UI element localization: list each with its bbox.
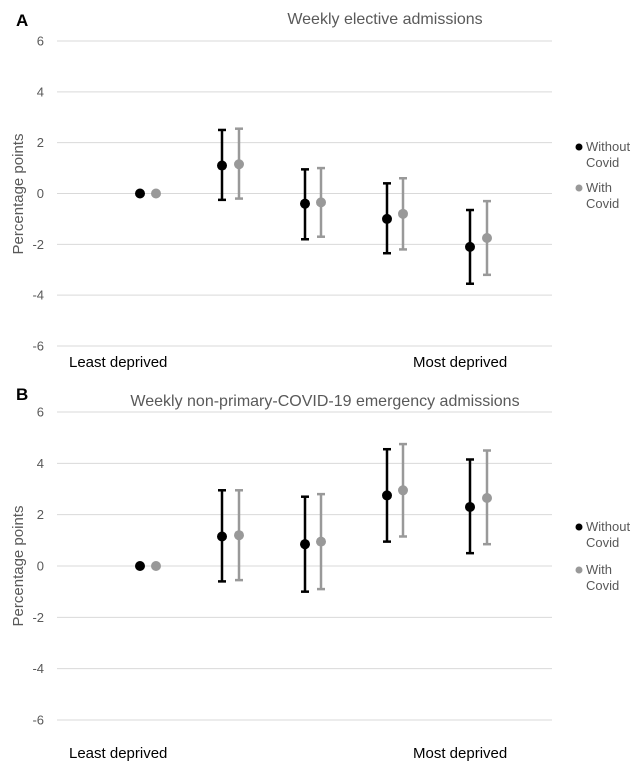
point-without-covid	[135, 188, 145, 199]
panel-a: A Weekly elective admissions Percentage …	[10, 11, 630, 371]
point-with-covid	[398, 485, 408, 496]
chart-title-a: Weekly elective admissions	[287, 11, 482, 28]
point-with-covid	[151, 188, 161, 199]
point-without-covid	[465, 241, 475, 252]
legend-marker-without-covid-a	[575, 143, 583, 151]
point-without-covid	[465, 501, 475, 512]
point-with-covid	[482, 232, 492, 243]
point-with-covid	[234, 159, 244, 170]
legend-label-with-line1-a: With	[586, 180, 612, 195]
y-tick-label-b: 4	[37, 456, 44, 471]
y-tick-label-a: 4	[37, 84, 44, 99]
x-label-left-a: Least deprived	[69, 354, 167, 371]
point-without-covid	[300, 198, 310, 209]
legend-marker-without-covid-b	[575, 523, 583, 531]
x-label-left-b: Least deprived	[69, 745, 167, 762]
point-with-covid	[398, 208, 408, 219]
series-with-covid-b	[151, 442, 492, 591]
y-tick-label-b: -2	[32, 610, 44, 625]
y-tick-label-b: -4	[32, 661, 44, 676]
legend-a: Without Covid With Covid	[575, 139, 630, 211]
legend-label-with-line2-a: Covid	[586, 196, 619, 211]
chart-title-b: Weekly non-primary-COVID-19 emergency ad…	[130, 393, 519, 410]
series-with-covid-a	[151, 127, 492, 277]
y-tick-label-b: 0	[37, 559, 44, 574]
x-label-right-b: Most deprived	[413, 745, 507, 762]
y-tick-label-a: 0	[37, 186, 44, 201]
legend-label-without-line1-b: Without	[586, 519, 630, 534]
point-without-covid	[382, 213, 392, 224]
point-with-covid	[482, 492, 492, 503]
point-with-covid	[151, 561, 161, 571]
legend-marker-with-covid-a	[575, 184, 583, 192]
legend-label-with-line1-b: With	[586, 562, 612, 577]
legend-label-without-line1-a: Without	[586, 139, 630, 154]
point-without-covid	[217, 531, 227, 542]
point-without-covid	[135, 561, 145, 571]
y-tick-label-a: -4	[32, 288, 44, 303]
point-with-covid	[316, 197, 326, 208]
y-tick-label-a: 6	[37, 34, 44, 49]
series-without-covid-b	[135, 447, 475, 593]
panel-b: B Weekly non-primary-COVID-19 emergency …	[10, 385, 630, 762]
legend-b: Without Covid With Covid	[575, 519, 630, 593]
y-tick-label-a: -6	[32, 339, 44, 354]
y-tick-label-b: -6	[32, 713, 44, 728]
legend-marker-with-covid-b	[575, 566, 583, 574]
legend-label-without-line2-b: Covid	[586, 535, 619, 550]
y-axis-label-a: Percentage points	[10, 134, 27, 255]
panel-letter-a: A	[16, 11, 28, 30]
point-without-covid	[300, 539, 310, 550]
point-with-covid	[316, 536, 326, 547]
y-tick-label-a: -2	[32, 237, 44, 252]
x-label-right-a: Most deprived	[413, 354, 507, 371]
legend-label-without-line2-a: Covid	[586, 155, 619, 170]
y-tick-label-b: 6	[37, 405, 44, 420]
point-without-covid	[217, 160, 227, 171]
series-without-covid-a	[135, 128, 475, 285]
point-without-covid	[382, 490, 392, 501]
point-with-covid	[234, 530, 244, 541]
legend-label-with-line2-b: Covid	[586, 578, 619, 593]
y-tick-label-a: 2	[37, 135, 44, 150]
y-axis-label-b: Percentage points	[10, 506, 27, 627]
y-tick-label-b: 2	[37, 507, 44, 522]
panel-letter-b: B	[16, 385, 28, 404]
